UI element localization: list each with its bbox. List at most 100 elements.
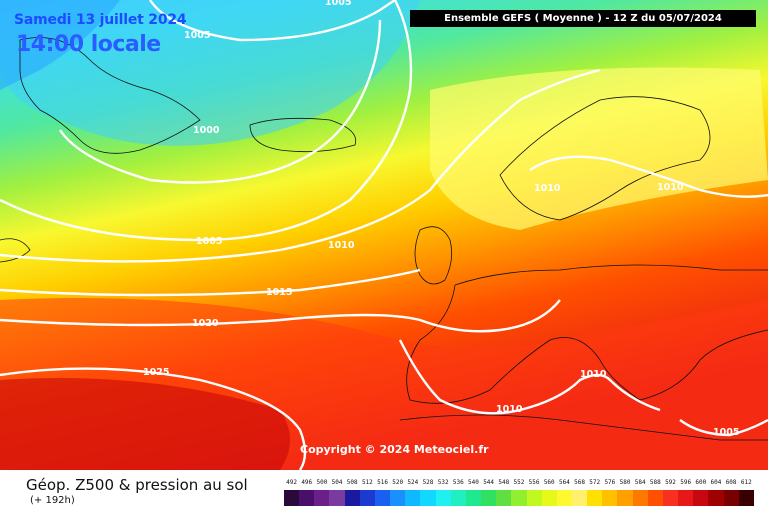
isobar-label: 1005 xyxy=(196,236,223,247)
isobar-label: 1020 xyxy=(192,318,219,329)
isobar-label: 1000 xyxy=(193,125,220,136)
legend-value: 504 xyxy=(331,479,343,486)
legend-value: 564 xyxy=(558,479,570,486)
europe-coast xyxy=(406,264,768,404)
isobar-1015 xyxy=(0,268,421,297)
legend-swatches xyxy=(284,490,754,506)
legend-swatch xyxy=(450,490,466,506)
legend-swatch xyxy=(420,490,436,506)
isobar-label: 1005 xyxy=(713,427,740,438)
isobar-1005-north xyxy=(149,0,396,42)
legend-swatch xyxy=(465,490,482,506)
legend-value: 580 xyxy=(619,479,631,486)
legend-swatch xyxy=(299,490,315,506)
isobars xyxy=(0,0,768,470)
isobar-1010-north xyxy=(529,155,768,198)
legend-value: 572 xyxy=(589,479,601,486)
legend-value: 528 xyxy=(422,479,434,486)
copyright-text: Copyright © 2024 Meteociel.fr xyxy=(300,443,489,456)
legend-value: 512 xyxy=(361,479,373,486)
isobar-label: 1010 xyxy=(534,183,561,194)
legend-swatch xyxy=(617,490,633,506)
coastlines xyxy=(0,37,768,441)
isobar-1000 xyxy=(59,19,382,184)
legend-value: 612 xyxy=(740,479,752,486)
legend-swatch xyxy=(678,490,694,506)
legend-labels: 492 496 500 504 508 512 516 520 524 528 532 536 540 5… xyxy=(284,479,754,489)
isobar-1025 xyxy=(0,367,307,470)
isobar-label: 1010 xyxy=(580,369,607,380)
low-geopotential-core xyxy=(0,0,120,90)
legend-swatch xyxy=(390,490,406,506)
legend-value: 584 xyxy=(634,479,646,486)
legend-swatch xyxy=(329,490,345,506)
legend-value: 560 xyxy=(543,479,555,486)
legend-value: 600 xyxy=(695,479,707,486)
legend-swatch xyxy=(314,490,330,506)
isobar-label: 1015 xyxy=(266,287,293,298)
legend-swatch xyxy=(405,490,421,506)
britain-coast xyxy=(414,226,453,285)
map-svg xyxy=(0,0,768,470)
isobar-label: 1010 xyxy=(657,182,684,193)
legend-value: 496 xyxy=(301,479,313,486)
legend-swatch xyxy=(662,490,679,506)
legend-swatch xyxy=(374,490,391,506)
legend-value: 592 xyxy=(665,479,676,486)
legend-value: 596 xyxy=(680,479,692,486)
legend-value: 568 xyxy=(574,479,585,486)
legend-swatch xyxy=(344,490,360,506)
legend-swatch xyxy=(359,490,375,506)
isobar-label: 1005 xyxy=(184,30,211,41)
legend-value: 548 xyxy=(498,479,510,486)
legend-value: 604 xyxy=(710,479,722,486)
legend-swatch xyxy=(284,490,300,506)
legend-value: 500 xyxy=(316,479,328,486)
color-legend: 492 496 500 504 508 512 516 520 524 528 532 536 540 5… xyxy=(284,479,754,509)
legend-swatch xyxy=(571,490,588,506)
legend-value: 608 xyxy=(725,479,737,486)
isobar-label: 1005 xyxy=(325,0,352,8)
isobar-label: 1010 xyxy=(328,240,355,251)
run-info-banner: Ensemble GEFS ( Moyenne ) - 12 Z du 05/0… xyxy=(410,10,756,27)
forecast-range: (+ 192h) xyxy=(30,495,75,506)
legend-value: 588 xyxy=(649,479,661,486)
isobar-label: 1010 xyxy=(496,404,523,415)
legend-swatch xyxy=(526,490,542,506)
legend-swatch xyxy=(647,490,663,506)
legend-value: 552 xyxy=(513,479,525,486)
legend-swatch xyxy=(602,490,618,506)
forecast-map: 1005 1005 1000 1010 1010 1005 1010 1015 … xyxy=(0,0,768,470)
labrador-coast xyxy=(0,238,31,263)
isobar-1020 xyxy=(0,299,561,333)
legend-value: 516 xyxy=(377,479,388,486)
legend-swatch xyxy=(435,490,451,506)
forecast-date: Samedi 13 juillet 2024 xyxy=(14,12,187,28)
legend-value: 524 xyxy=(407,479,419,486)
legend-value: 540 xyxy=(468,479,479,486)
legend-swatch xyxy=(723,490,739,506)
scandinavia-coast xyxy=(499,96,711,221)
legend-swatch xyxy=(496,490,512,506)
iceland-coast xyxy=(249,117,357,153)
legend-swatch xyxy=(556,490,572,506)
legend-value: 492 xyxy=(286,479,297,486)
legend-value: 556 xyxy=(528,479,540,486)
legend-swatch xyxy=(481,490,497,506)
legend-value: 520 xyxy=(392,479,404,486)
isobar-1005-south xyxy=(679,418,768,437)
isobar-1005 xyxy=(0,0,413,242)
legend-swatch xyxy=(708,490,724,506)
legend-swatch xyxy=(738,490,754,506)
legend-swatch xyxy=(587,490,603,506)
legend-swatch xyxy=(632,490,648,506)
legend-value: 532 xyxy=(437,479,449,486)
ridge-zone xyxy=(430,67,768,230)
north-africa-coast xyxy=(399,414,768,441)
low-geopotential-zone xyxy=(0,0,420,146)
forecast-time: 14:00 locale xyxy=(16,32,161,57)
subtropical-high-core xyxy=(0,378,290,470)
isobar-1010-south xyxy=(398,339,661,415)
legend-value: 536 xyxy=(452,479,464,486)
legend-value: 576 xyxy=(604,479,616,486)
